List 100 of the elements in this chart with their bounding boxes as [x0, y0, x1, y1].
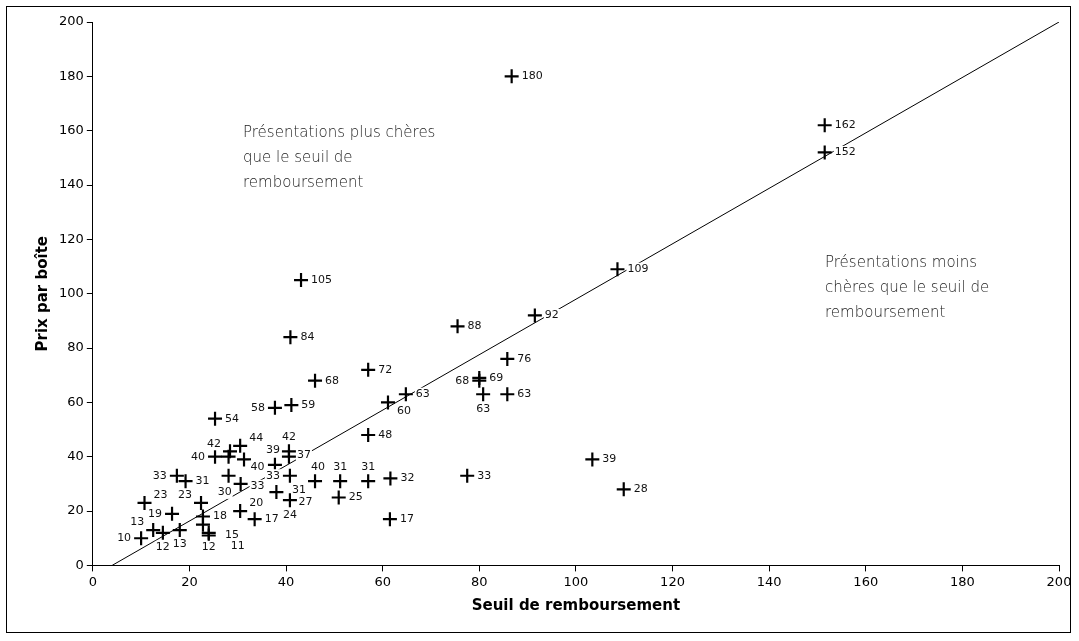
data-label: 15	[224, 528, 239, 541]
data-label: 31	[361, 459, 376, 473]
point	[232, 475, 249, 492]
data-label: 33	[477, 468, 492, 482]
data-label: 20	[249, 496, 264, 510]
data-label: 31	[195, 474, 210, 488]
data-label: 31	[292, 482, 307, 496]
point	[163, 505, 181, 522]
x-tick-label: 120	[660, 573, 685, 589]
annotation: Présentations moins chères que le seuil de remboursement	[825, 252, 991, 323]
x-tick-label: 40	[277, 573, 295, 589]
data-label: 17	[399, 512, 414, 526]
point	[499, 350, 516, 368]
point	[133, 530, 150, 547]
point	[615, 481, 632, 498]
point	[192, 494, 210, 512]
point	[816, 117, 833, 134]
point	[281, 492, 299, 509]
x-tick-label: 60	[374, 573, 391, 589]
point	[206, 448, 224, 465]
point	[360, 473, 377, 490]
point	[397, 386, 414, 403]
data-label: 42	[281, 429, 296, 443]
data-label: 72	[378, 362, 393, 376]
x-tick-label: 0	[88, 573, 97, 589]
data-label: 39	[266, 442, 281, 456]
data-label: 33	[265, 468, 280, 482]
x-tick-label: 80	[471, 573, 488, 589]
data-label: 92	[544, 308, 559, 322]
data-label: 11	[230, 538, 245, 552]
data-label: 59	[301, 397, 316, 411]
point	[232, 437, 249, 454]
point	[360, 426, 377, 444]
point	[283, 397, 300, 414]
data-label: 105	[311, 272, 333, 286]
data-label: 88	[467, 319, 482, 333]
point	[499, 386, 516, 403]
point	[330, 489, 347, 506]
x-tick-label: 180	[949, 573, 975, 589]
point	[171, 521, 188, 539]
point	[221, 443, 239, 460]
y-tick-label: 20	[67, 502, 84, 518]
data-label: 63	[476, 401, 491, 415]
data-label: 27	[298, 495, 313, 509]
point	[246, 511, 263, 528]
data-label: 40	[250, 460, 265, 474]
y-tick-label: 120	[58, 230, 84, 246]
point	[282, 329, 299, 346]
point	[306, 372, 324, 389]
point	[609, 261, 626, 278]
x-tick-label: 100	[563, 573, 589, 589]
data-label: 58	[250, 400, 265, 414]
point	[584, 451, 601, 468]
point	[360, 361, 377, 378]
y-tick-label: 160	[58, 122, 84, 138]
point	[459, 467, 476, 484]
y-tick-label: 100	[58, 285, 84, 301]
data-label: 37	[296, 448, 311, 462]
data-label: 33	[152, 468, 167, 482]
data-label: 23	[153, 488, 168, 502]
data-label: 32	[400, 471, 415, 485]
y-axis-title: Prix par boîte	[32, 235, 51, 352]
data-label: 180	[521, 69, 543, 83]
point	[332, 473, 349, 490]
data-label: 33	[250, 479, 265, 493]
data-label: 68	[455, 373, 470, 387]
point	[268, 483, 285, 501]
data-label: 68	[325, 373, 340, 387]
point	[281, 467, 299, 484]
point	[292, 272, 310, 289]
point	[206, 410, 224, 427]
x-tick-label: 160	[853, 573, 879, 589]
point	[145, 521, 162, 539]
point	[475, 386, 492, 403]
data-label: 63	[517, 387, 532, 401]
point	[449, 318, 466, 335]
data-label: 69	[489, 370, 504, 384]
data-label: 40	[310, 460, 325, 474]
point	[382, 470, 399, 487]
point	[503, 68, 520, 85]
data-label: 42	[207, 436, 222, 450]
point	[381, 511, 399, 528]
data-label: 30	[217, 485, 232, 499]
data-label: 44	[249, 431, 264, 445]
data-label: 17	[264, 512, 279, 526]
data-label: 24	[282, 507, 297, 521]
data-label: 23	[178, 488, 193, 502]
point	[266, 399, 284, 416]
data-label: 13	[130, 515, 145, 529]
annotation: Présentations plus chères que le seuil de remboursement	[243, 122, 437, 193]
data-label: 60	[396, 403, 411, 417]
y-tick-label: 140	[58, 176, 84, 192]
y-tick-label: 60	[67, 393, 84, 409]
data-label: 40	[191, 449, 206, 463]
point	[220, 467, 237, 484]
data-label: 54	[225, 411, 240, 425]
point	[306, 473, 324, 490]
y-tick-label: 180	[58, 67, 84, 83]
x-tick-label: 200	[1046, 573, 1072, 589]
point	[280, 448, 298, 465]
